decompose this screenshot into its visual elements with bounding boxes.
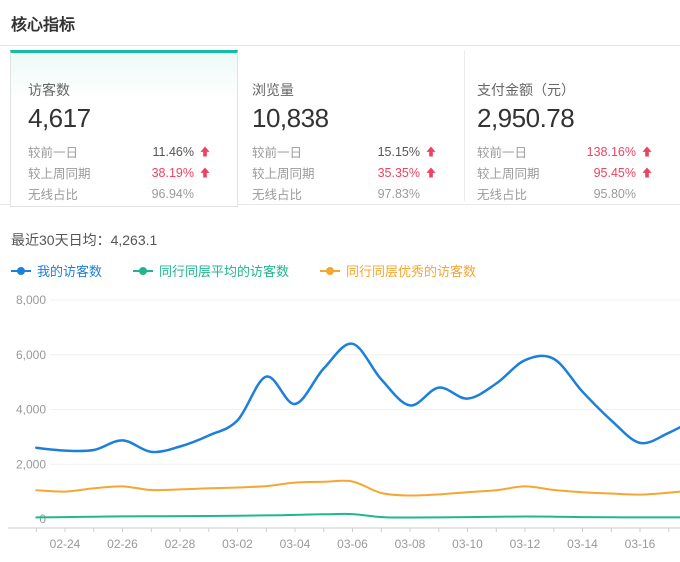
metric-card-payment[interactable]: 支付金额（元） 2,950.78 较前一日 138.16% 较上周同期 95.4… (464, 50, 680, 204)
chart-legend: 我的访客数 同行同层平均的访客数 同行同层优秀的访客数 (11, 261, 476, 280)
up-arrow-icon (638, 146, 652, 157)
legend-item-my-visitors[interactable]: 我的访客数 (11, 261, 102, 280)
metric-value: 2,950.78 (477, 103, 575, 133)
metric-label: 浏览量 (252, 82, 294, 98)
up-arrow-icon (196, 167, 210, 178)
legend-item-peer-average[interactable]: 同行同层平均的访客数 (133, 261, 289, 280)
metric-label: 访客数 (28, 82, 70, 98)
metric-row: 较上周同期 38.19% (28, 162, 210, 183)
up-arrow-icon (196, 146, 210, 157)
metric-row: 较前一日 11.46% (28, 141, 210, 162)
metric-card-pageviews[interactable]: 浏览量 10,838 较前一日 15.15% 较上周同期 35.35% 无线占比… (238, 50, 464, 204)
metric-row: 无线占比 96.94% (28, 186, 194, 203)
metric-row: 较前一日 138.16% (477, 141, 652, 162)
up-arrow-icon (638, 167, 652, 178)
metric-row: 较上周同期 35.35% (252, 162, 436, 183)
legend-line-icon (11, 266, 31, 275)
core-metrics-panel: 核心指标 访客数 4,617 较前一日 11.46% 较上周同期 38.19% … (0, 0, 680, 207)
metric-rows: 较前一日 11.46% 较上周同期 38.19% 无线占比 96.94% (28, 141, 210, 204)
metric-value: 4,617 (28, 103, 91, 133)
legend-line-icon (133, 266, 154, 275)
metric-rows: 较前一日 138.16% 较上周同期 95.45% 无线占比 95.80% (477, 141, 652, 204)
up-arrow-icon (422, 146, 436, 157)
header-divider (0, 45, 680, 46)
metric-value: 10,838 (252, 103, 329, 133)
metric-row: 较上周同期 95.45% (477, 162, 652, 183)
page-title: 核心指标 (11, 17, 76, 34)
legend-item-peer-excellent[interactable]: 同行同层优秀的访客数 (320, 261, 476, 280)
metric-row: 无线占比 95.80% (477, 186, 636, 203)
metric-rows: 较前一日 15.15% 较上周同期 35.35% 无线占比 97.83% (252, 141, 436, 204)
chart-average-title: 最近30天日均：4,263.1 (11, 232, 158, 248)
legend-line-icon (320, 266, 341, 275)
metric-label: 支付金额（元） (477, 82, 575, 98)
up-arrow-icon (422, 167, 436, 178)
trend-chart-panel: 最近30天日均：4,263.1 我的访客数 同行同层平均的访客数 同行同层优秀的… (0, 205, 680, 562)
metric-card-visitors[interactable]: 访客数 4,617 较前一日 11.46% 较上周同期 38.19% 无线占比 … (10, 50, 238, 207)
metric-row: 无线占比 97.83% (252, 186, 420, 203)
metric-row: 较前一日 15.15% (252, 141, 436, 162)
